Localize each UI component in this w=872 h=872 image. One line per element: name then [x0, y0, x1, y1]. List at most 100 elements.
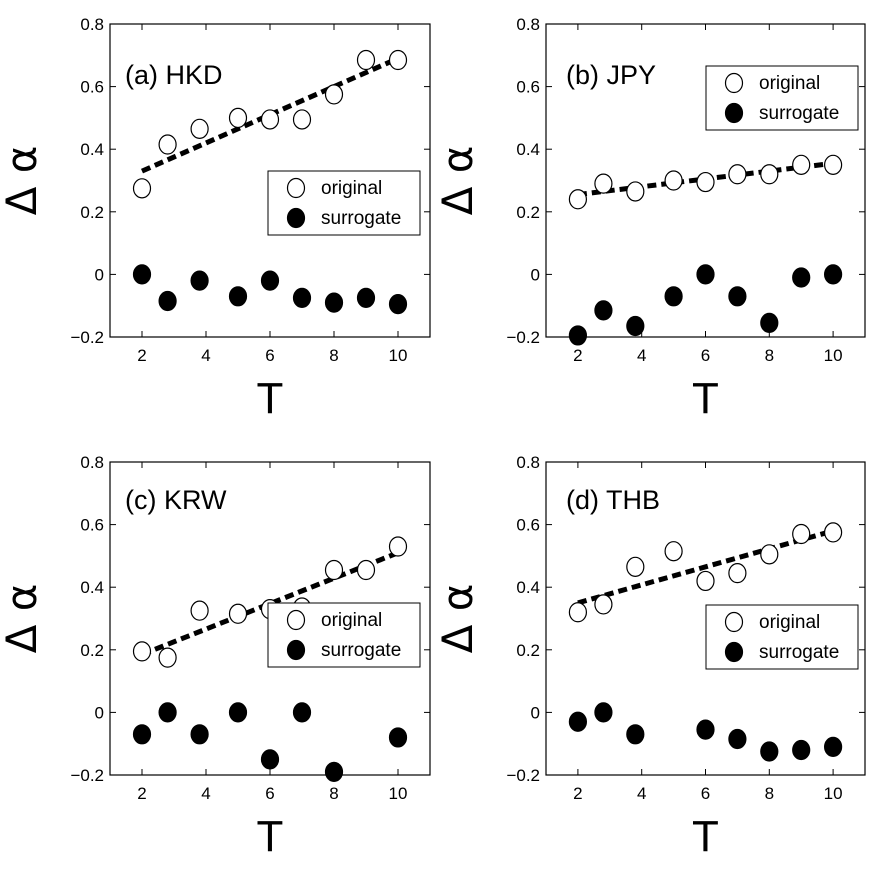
surrogate-point [760, 312, 779, 334]
y-axis-label: Δ α [0, 146, 46, 216]
x-tick-label: 8 [329, 784, 338, 803]
surrogate-point [792, 267, 811, 288]
original-point [664, 541, 683, 562]
original-point [132, 641, 152, 662]
y-tick-label: 0.8 [80, 453, 104, 472]
original-point [228, 603, 248, 624]
original-point [356, 559, 376, 581]
legend: original surrogate [267, 170, 421, 236]
surrogate-point [568, 325, 588, 346]
original-point [158, 134, 177, 155]
original-point [260, 109, 280, 130]
x-tick-label: 2 [573, 784, 582, 803]
surrogate-point [728, 286, 747, 307]
y-tick-label: 0.2 [80, 203, 104, 222]
legend: original surrogate [705, 65, 859, 131]
x-tick-label: 4 [637, 784, 646, 803]
y-tick-label: 0.8 [516, 453, 540, 472]
panel-4: −0.2 0 0.2 0.4 0.6 0.8 2 4 6 8 10 T Δ α (d) THB origin… [433, 453, 866, 861]
panel-title: (b) JPY [566, 60, 656, 90]
legend: original surrogate [705, 604, 859, 670]
original-point [760, 164, 779, 185]
y-tick-label: 0.8 [80, 15, 104, 34]
panel-title: (c) KRW [125, 485, 227, 515]
panel-1: −0.2 0 0.2 0.4 0.6 0.8 2 4 6 8 10 T Δ α (a) HKD origin… [0, 15, 431, 423]
panel-3: −0.2 0 0.2 0.4 0.6 0.8 2 4 6 8 10 T Δ α (c) KRW origin… [0, 453, 431, 861]
x-tick-label: 6 [701, 346, 710, 365]
original-point [760, 544, 779, 565]
legend-label-original: original [321, 610, 382, 631]
legend-marker-surrogate [724, 102, 744, 124]
y-tick-label: 0.6 [80, 516, 104, 535]
original-point [664, 170, 683, 191]
legend-label-surrogate: surrogate [759, 103, 839, 124]
y-tick-label: −0.2 [70, 328, 104, 347]
original-point [696, 570, 715, 592]
y-tick-label: 0 [95, 703, 104, 722]
surrogate-point [132, 724, 152, 745]
surrogate-point [356, 287, 376, 308]
x-tick-label: 2 [573, 346, 582, 365]
x-tick-label: 2 [137, 784, 146, 803]
x-tick-label: 8 [329, 346, 338, 365]
legend: original surrogate [267, 602, 421, 668]
x-tick-label: 6 [701, 784, 710, 803]
original-point [626, 556, 645, 577]
x-tick-label: 4 [201, 346, 210, 365]
legend-marker-original [724, 611, 744, 633]
surrogate-point [324, 292, 344, 313]
surrogate-point [792, 739, 811, 761]
original-point [728, 562, 747, 584]
y-tick-label: 0 [531, 703, 540, 722]
x-tick-label: 4 [201, 784, 210, 803]
original-point [823, 154, 843, 175]
surrogate-point [324, 761, 344, 782]
x-tick-label: 8 [765, 784, 774, 803]
x-tick-label: 6 [265, 784, 274, 803]
original-point [568, 602, 588, 623]
x-axis-label: T [692, 374, 719, 423]
y-tick-label: 0.8 [516, 15, 540, 34]
original-point [568, 189, 588, 210]
original-point [728, 164, 747, 185]
y-axis-label: Δ α [0, 584, 46, 654]
y-tick-label: 0.2 [516, 641, 540, 660]
original-point [190, 600, 209, 621]
legend-label-original: original [759, 612, 820, 633]
fit-line [141, 550, 399, 657]
legend-marker-original [286, 177, 306, 199]
legend-label-surrogate: surrogate [321, 640, 401, 661]
y-tick-label: −0.2 [506, 766, 540, 785]
surrogate-point [594, 702, 613, 723]
y-tick-label: 0.4 [516, 140, 540, 159]
y-axis-label: Δ α [433, 146, 482, 216]
original-point [388, 536, 408, 557]
original-point [228, 107, 248, 129]
legend-marker-surrogate [286, 207, 306, 229]
original-point [792, 154, 811, 175]
original-point [292, 109, 312, 130]
y-tick-label: 0 [95, 265, 104, 284]
surrogate-point [228, 702, 248, 723]
surrogate-point [594, 300, 613, 321]
surrogate-point [760, 741, 779, 762]
original-point [823, 522, 843, 543]
legend-label-original: original [321, 178, 382, 199]
legend-marker-original [724, 72, 744, 94]
legend-label-original: original [759, 73, 820, 94]
y-tick-label: −0.2 [70, 766, 104, 785]
x-axis-label: T [692, 812, 719, 861]
x-tick-label: 4 [637, 346, 646, 365]
panel-2: −0.2 0 0.2 0.4 0.6 0.8 2 4 6 8 10 T Δ α (b) JPY origin… [433, 15, 866, 423]
legend-label-surrogate: surrogate [321, 208, 401, 229]
x-tick-label: 10 [389, 784, 408, 803]
x-tick-label: 8 [765, 346, 774, 365]
surrogate-point [388, 294, 408, 315]
x-tick-label: 2 [137, 346, 146, 365]
original-point [696, 171, 715, 193]
original-point [594, 594, 613, 615]
surrogate-point [158, 290, 177, 312]
y-axis-label: Δ α [433, 584, 482, 654]
y-tick-label: 0.4 [80, 140, 104, 159]
